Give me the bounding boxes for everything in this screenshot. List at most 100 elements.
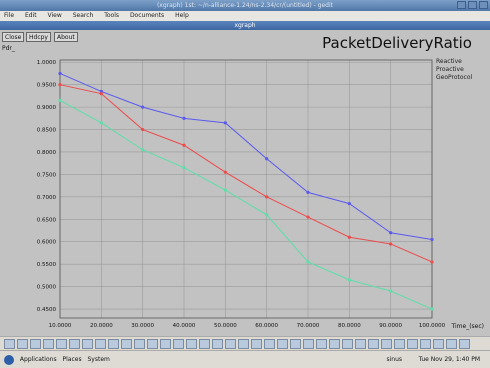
taskbar-window-icon[interactable]: [147, 339, 158, 349]
taskbar-window-icon[interactable]: [95, 339, 106, 349]
data-point: [306, 215, 310, 219]
taskbar-window-icon[interactable]: [56, 339, 67, 349]
data-point: [99, 121, 103, 125]
taskbar-window-icon[interactable]: [394, 339, 405, 349]
data-point: [223, 170, 227, 174]
minimize-icon[interactable]: [457, 1, 466, 9]
data-point: [389, 231, 393, 235]
taskbar-window-icon[interactable]: [381, 339, 392, 349]
y-axis-label: Pdr_: [2, 45, 15, 52]
data-point: [347, 235, 351, 239]
chart-plot-area: 1.0000 0.9500 0.9000 0.8500 0.8000 0.7500 0.70…: [37, 59, 446, 329]
taskbar-window-icon[interactable]: [30, 339, 41, 349]
applications-menu[interactable]: Applications: [19, 356, 57, 363]
y-tick-label: 0.8000: [37, 150, 57, 156]
system-menu[interactable]: System: [87, 356, 110, 363]
taskbar-window-icon[interactable]: [17, 339, 28, 349]
taskbar-window-icon[interactable]: [433, 339, 444, 349]
y-tick-label: 0.6000: [37, 240, 57, 246]
xgraph-window-title: xgraph: [0, 21, 490, 30]
taskbar-window-icon[interactable]: [212, 339, 223, 349]
data-point: [141, 105, 145, 109]
data-point: [265, 195, 269, 199]
taskbar-window-icon[interactable]: [160, 339, 171, 349]
taskbar-window-icon[interactable]: [225, 339, 236, 349]
taskbar-window-icon[interactable]: [407, 339, 418, 349]
data-point: [141, 148, 145, 152]
plot-frame: [59, 59, 433, 319]
data-point: [389, 289, 393, 293]
menu-documents[interactable]: Documents: [129, 12, 165, 19]
chart-title: PacketDeliveryRatio: [322, 34, 472, 52]
taskbar-window-icon[interactable]: [238, 339, 249, 349]
menu-edit[interactable]: Edit: [24, 12, 37, 19]
legend-entry-geoprotocol: GeoProtocol: [436, 74, 473, 81]
taskbar-window-icon[interactable]: [251, 339, 262, 349]
taskbar-window-icon[interactable]: [82, 339, 93, 349]
data-point: [141, 127, 145, 132]
places-menu[interactable]: Places: [62, 356, 82, 363]
data-point: [58, 83, 62, 87]
data-point: [430, 237, 434, 242]
taskbar-window-icon[interactable]: [420, 339, 431, 349]
x-tick-label: 10.0000: [49, 323, 72, 329]
taskbar-window-icon[interactable]: [121, 339, 132, 349]
hdcpy-button[interactable]: Hdcpy: [26, 32, 51, 42]
menu-view[interactable]: View: [47, 12, 62, 19]
y-tick-label: 0.9500: [37, 83, 57, 89]
data-point: [223, 188, 227, 192]
data-point: [182, 143, 186, 147]
taskbar-window-icon[interactable]: [199, 339, 210, 349]
y-tick-label: 0.5500: [37, 262, 57, 268]
taskbar-window-icon[interactable]: [4, 339, 15, 349]
data-point: [58, 71, 62, 76]
taskbar-window-icon[interactable]: [329, 339, 340, 349]
window-list-panel: [0, 336, 490, 351]
x-tick-label: 30.0000: [131, 323, 154, 329]
taskbar-window-icon[interactable]: [173, 339, 184, 349]
taskbar-window-icon[interactable]: [446, 339, 457, 349]
taskbar-window-icon[interactable]: [108, 339, 119, 349]
y-tick-label: 0.7000: [37, 195, 57, 201]
taskbar-window-icon[interactable]: [459, 339, 470, 349]
close-icon[interactable]: [479, 1, 488, 9]
y-tick-label: 0.6500: [37, 217, 57, 223]
menu-help[interactable]: Help: [175, 12, 189, 19]
menu-file[interactable]: File: [4, 12, 15, 19]
taskbar-window-icon[interactable]: [69, 339, 80, 349]
taskbar-window-icon[interactable]: [134, 339, 145, 349]
y-tick-label: 0.9000: [37, 105, 57, 111]
data-point: [182, 166, 186, 170]
about-button[interactable]: About: [54, 32, 78, 42]
xgraph-window: Close Hdcpy About PacketDeliveryRatio Pd…: [0, 30, 490, 336]
outer-window-title: (xgraph) 1st: ~/n-alliance-1.24/ns-2.34/…: [0, 0, 490, 11]
taskbar-window-icon[interactable]: [342, 339, 353, 349]
series-line-proactive: [59, 84, 433, 263]
menu-tools[interactable]: Tools: [104, 12, 120, 19]
taskbar-window-icon[interactable]: [368, 339, 379, 349]
data-point: [223, 121, 227, 125]
x-axis-label: Time_(sec): [451, 323, 484, 330]
data-point: [265, 157, 269, 161]
data-point: [306, 190, 310, 194]
clock: Tue Nov 29, 1:40 PM: [418, 356, 480, 363]
taskbar-window-icon[interactable]: [316, 339, 327, 349]
x-tick-label: 50.0000: [214, 323, 237, 329]
taskbar-window-icon[interactable]: [290, 339, 301, 349]
close-button[interactable]: Close: [2, 32, 25, 42]
maximize-icon[interactable]: [468, 1, 477, 9]
taskbar-window-icon[interactable]: [264, 339, 275, 349]
taskbar-window-icon[interactable]: [303, 339, 314, 349]
data-point: [430, 307, 434, 311]
y-tick-label: 0.8500: [37, 128, 57, 134]
applications-icon[interactable]: [4, 354, 14, 365]
taskbar-window-icon[interactable]: [186, 339, 197, 349]
taskbar-window-icon[interactable]: [43, 339, 54, 349]
data-point: [306, 260, 310, 264]
taskbar-window-icon[interactable]: [355, 339, 366, 349]
menu-search[interactable]: Search: [72, 12, 94, 19]
data-point: [182, 116, 186, 120]
legend-entry-proactive: Proactive: [436, 66, 464, 73]
taskbar-window-icon[interactable]: [277, 339, 288, 349]
data-point: [58, 98, 62, 102]
